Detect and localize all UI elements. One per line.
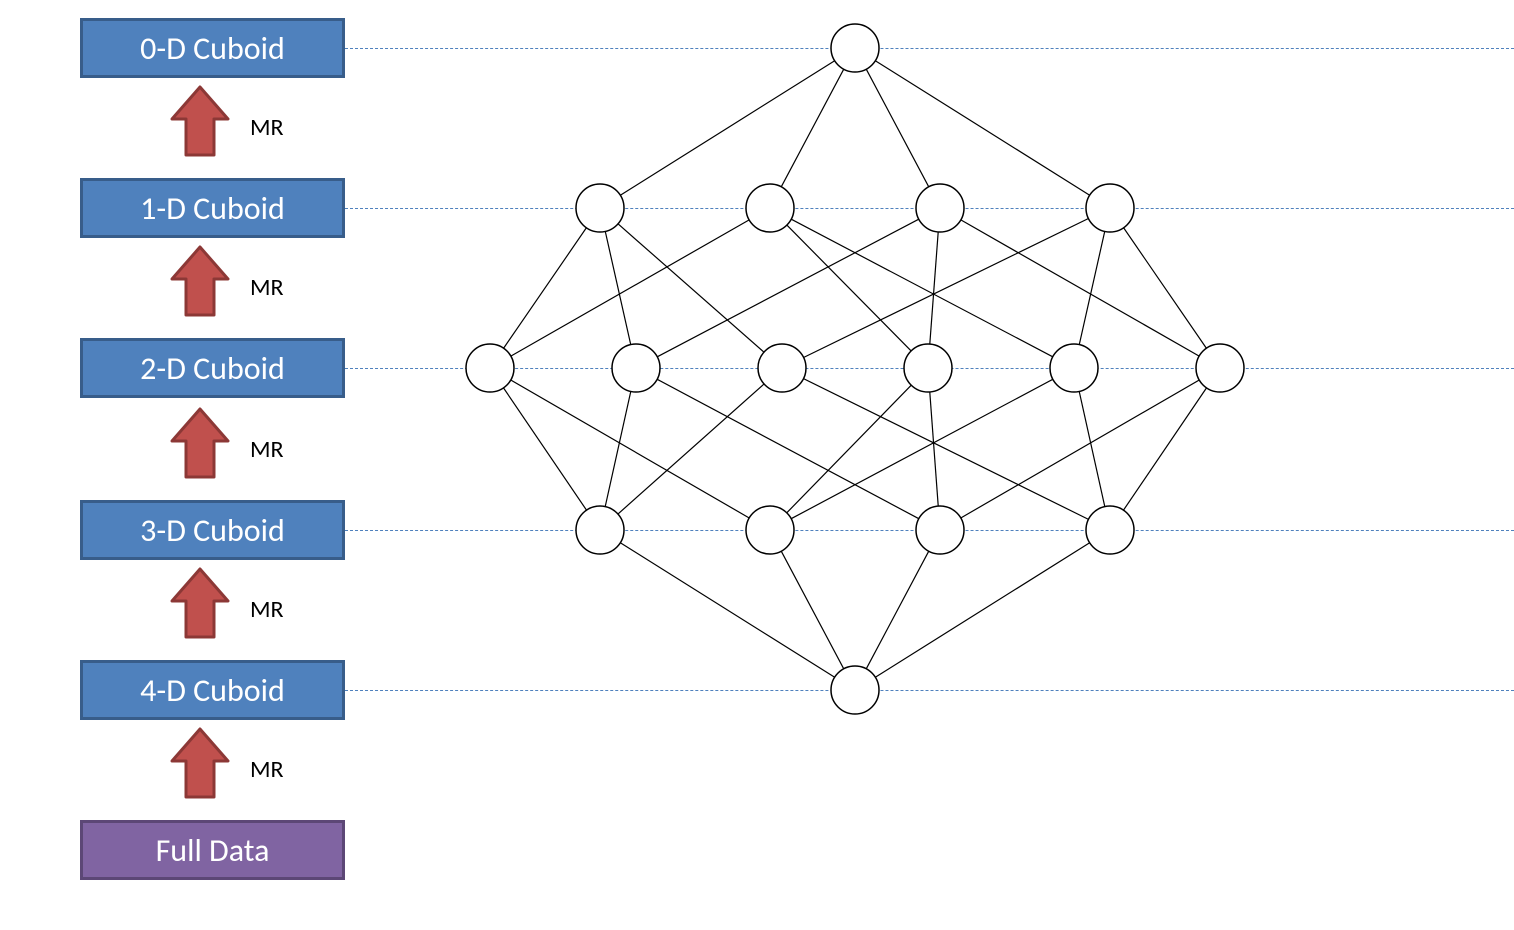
lattice-edge	[620, 61, 834, 195]
lattice-edge	[1124, 228, 1207, 348]
lattice-node-L3_3	[1086, 506, 1134, 554]
lattice-edges	[503, 61, 1206, 677]
lattice-edge	[1123, 388, 1206, 510]
lattice-edge	[504, 228, 587, 348]
lattice-edge	[930, 392, 938, 506]
lattice-edge	[781, 551, 843, 669]
lattice-edge	[657, 219, 919, 357]
lattice-edge	[1079, 391, 1105, 506]
lattice-edge	[781, 69, 843, 187]
lattice-edge	[930, 232, 938, 344]
lattice-node-L4_0	[831, 666, 879, 714]
lattice-node-L2_2	[758, 344, 806, 392]
lattice-edge	[866, 551, 928, 669]
lattice-edge	[618, 224, 764, 352]
lattice-edge	[511, 380, 749, 518]
lattice-node-L1_2	[916, 184, 964, 232]
lattice-node-L2_4	[1050, 344, 1098, 392]
lattice-edge	[620, 543, 834, 677]
lattice-edge	[875, 543, 1089, 677]
lattice-edge	[787, 385, 911, 513]
lattice-node-L3_1	[746, 506, 794, 554]
lattice-node-L0_0	[831, 24, 879, 72]
lattice-node-L2_1	[612, 344, 660, 392]
lattice-edge	[875, 61, 1089, 195]
lattice-edge	[791, 379, 1053, 518]
lattice-edge	[1079, 231, 1104, 344]
cuboid-lattice-diagram	[0, 0, 1514, 930]
lattice-edge	[804, 219, 1089, 358]
lattice-node-L2_0	[466, 344, 514, 392]
lattice-edge	[503, 388, 586, 510]
lattice-edge	[961, 380, 1199, 518]
lattice-edge	[866, 69, 928, 187]
lattice-edge	[791, 219, 1053, 357]
lattice-edge	[804, 379, 1089, 520]
lattice-node-L1_0	[576, 184, 624, 232]
lattice-nodes	[466, 24, 1244, 714]
lattice-edge	[657, 379, 919, 518]
lattice-node-L1_1	[746, 184, 794, 232]
lattice-edge	[605, 231, 630, 344]
lattice-edge	[511, 220, 749, 356]
lattice-node-L2_3	[904, 344, 952, 392]
lattice-node-L3_2	[916, 506, 964, 554]
lattice-edge	[787, 225, 911, 351]
lattice-edge	[618, 384, 764, 514]
lattice-node-L2_5	[1196, 344, 1244, 392]
lattice-node-L1_3	[1086, 184, 1134, 232]
lattice-node-L3_0	[576, 506, 624, 554]
lattice-edge	[961, 220, 1199, 356]
lattice-edge	[605, 391, 631, 506]
